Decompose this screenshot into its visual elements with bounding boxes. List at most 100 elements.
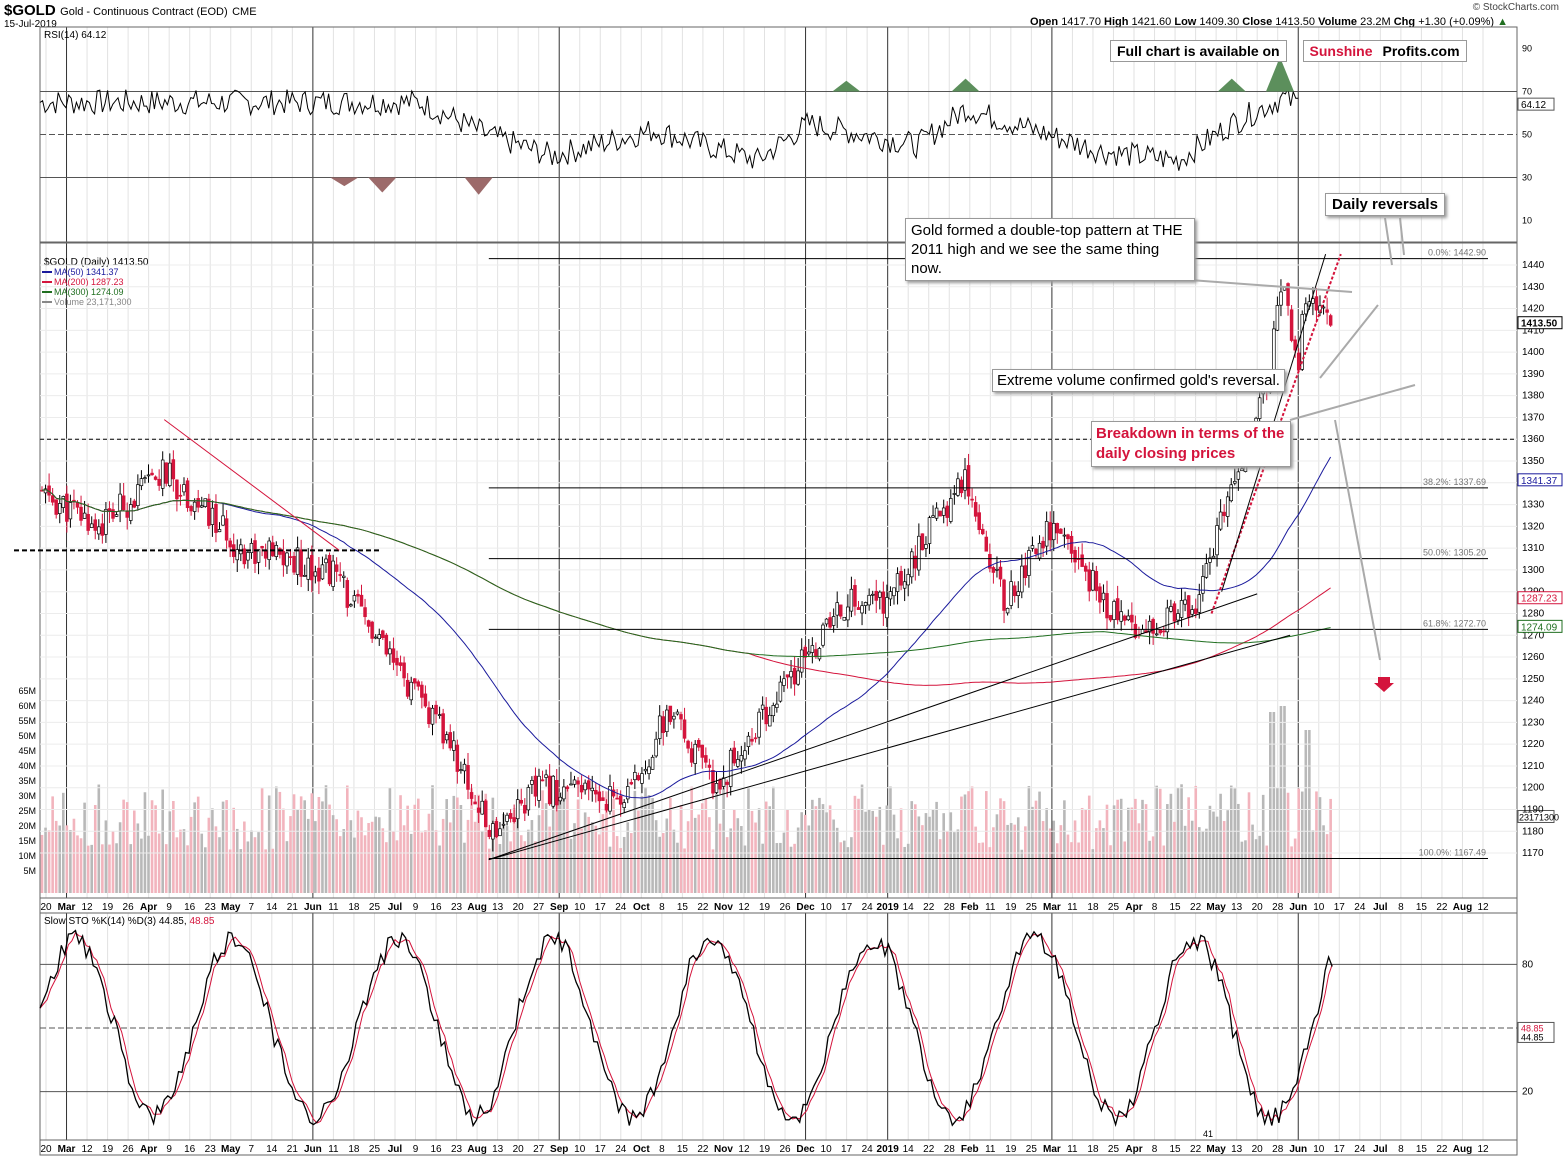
volume-bar [228,849,232,893]
candle-body [168,462,172,487]
x-tick-label-bottom: 18 [348,1144,360,1155]
candle-body [129,504,133,521]
volume-bar [640,796,644,893]
volume-bar [814,806,818,893]
volume-bar [1173,821,1176,893]
candle-body [260,546,264,549]
x-tick-label-bottom: Sep [550,1144,568,1155]
candle-body [43,488,48,494]
volume-bar [1087,795,1091,893]
volume-bar [367,823,370,893]
volume-bar [960,796,963,893]
volume-y-tick: 10M [18,851,36,861]
high-value: 1421.60 [1131,16,1172,28]
candle-body [1012,585,1017,597]
volume-bar [214,826,218,893]
x-tick-label: 23 [205,902,217,913]
volume-bar [1027,786,1031,893]
candle-body [82,512,87,519]
volume-bar [630,833,633,893]
candle-body [281,551,286,566]
volume-bar [243,821,246,893]
candle-body [75,502,80,508]
volume-bar [1261,794,1265,893]
candle-body [853,585,857,607]
candle-body [554,779,559,806]
candle-body [611,789,616,797]
x-tick-label-bottom: Jul [1373,1144,1388,1155]
candle-body [782,678,786,686]
candle-body [952,493,957,495]
volume-bar [164,844,168,893]
candle-body [210,507,215,525]
fib-label: 0.0%: 1442.90 [1428,248,1486,258]
volume-bar [1180,784,1183,893]
volume-bar [76,835,79,893]
volume-bar [867,809,871,893]
rsi-overbought-fill [1217,78,1246,92]
volume-bar [488,848,491,893]
candle-body [1296,352,1301,371]
candle-body [867,594,871,606]
volume-bar [846,847,850,893]
x-tick-label-bottom: Oct [633,1144,650,1155]
volume-bar [346,785,349,893]
x-tick-label-bottom: 7 [249,1144,255,1155]
candle-body [395,657,399,666]
stoch-d-tag-text: 48.85 [1521,1023,1544,1033]
close-label: Close [1242,16,1273,28]
candle-body [246,552,250,561]
volume-bar [995,814,999,893]
volume-bar [65,825,69,893]
sunshine-banner[interactable]: Full chart is available on Sunshine Profi… [1110,40,1467,62]
candle-body [1108,614,1113,621]
candle-body [640,773,644,784]
candle-body [718,779,722,790]
candle-body [1179,600,1184,618]
candle-body [1126,615,1131,621]
volume-bar [921,825,924,893]
x-tick-label-bottom: 22 [697,1144,709,1155]
candle-body [132,500,137,508]
volume-bar [317,796,321,893]
volume-bar [796,827,800,893]
x-tick-label: 15 [1170,902,1182,913]
price-y-tick: 1330 [1522,500,1545,511]
candle-body [760,704,765,710]
legend-entry: MA(200) 1287.23 [54,277,124,287]
candle-body [363,607,367,618]
candle-body [870,593,875,596]
volume-bar [1148,840,1151,893]
x-tick-label-bottom: 8 [1398,1144,1404,1155]
candle-body [402,662,406,679]
volume-bar [1272,712,1276,893]
ma200-line [41,489,1331,686]
candle-body [1094,570,1099,592]
sunshine-logo: Sunshine Profits.com [1302,40,1467,62]
candle-body [370,621,374,639]
candle-body [700,744,705,758]
volume-bar [612,798,615,893]
volume-bar [1095,828,1098,893]
candle-body [654,738,658,757]
x-tick-label: Mar [58,902,76,913]
candle-body [1304,303,1308,315]
pointer-volume-2 [1334,419,1381,661]
candle-body [551,775,555,807]
x-tick-label-bottom: 24 [1354,1144,1366,1155]
candle-body [334,564,339,572]
candle-body [253,540,257,564]
x-tick-label: 8 [1398,902,1404,913]
volume-bar [519,835,523,893]
volume-bar [1286,792,1290,893]
candle-body [927,517,932,544]
candle-body [462,763,467,772]
candle-body [1055,523,1060,534]
volume-bar [1119,798,1123,893]
x-tick-label: 9 [166,902,172,913]
volume-bar [1002,801,1006,893]
volume-bar [562,797,566,893]
volume-bar [264,849,267,893]
volume-bar [321,801,324,893]
volume-bar [470,787,473,893]
